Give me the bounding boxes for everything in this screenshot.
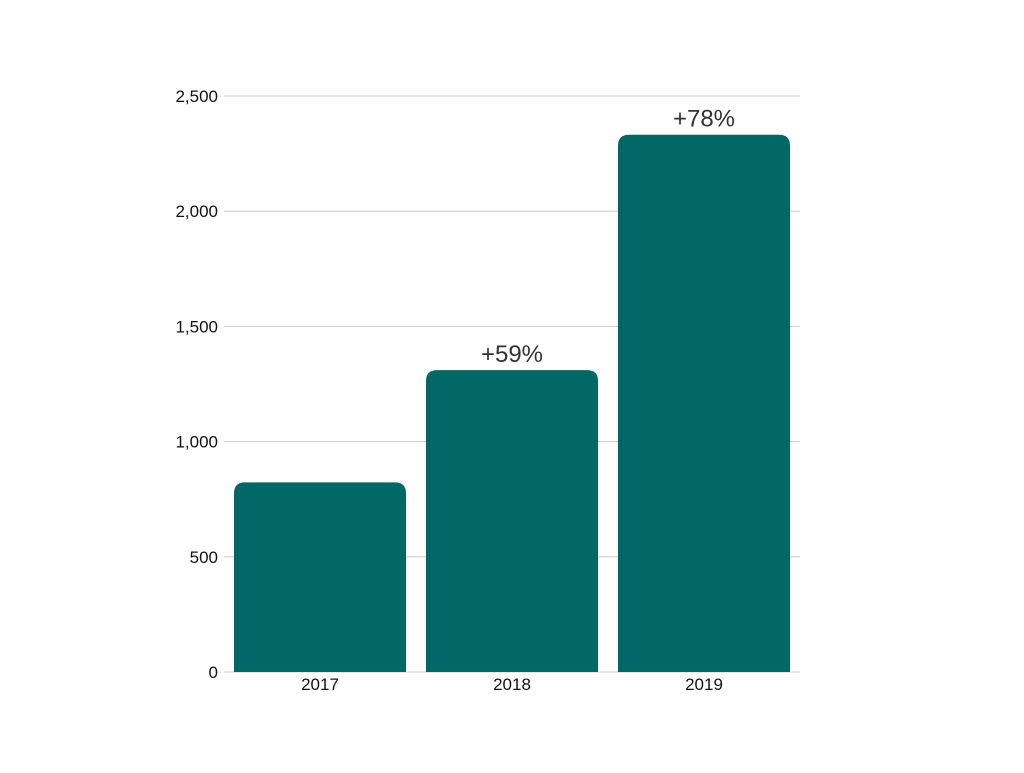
bar-2019 bbox=[618, 134, 790, 672]
bar-2017 bbox=[234, 482, 406, 672]
x-tick-label: 2018 bbox=[493, 675, 531, 694]
data-label: +78% bbox=[673, 106, 735, 133]
x-tick-label: 2017 bbox=[301, 675, 339, 694]
y-tick-label: 2,000 bbox=[175, 202, 218, 221]
x-tick-label: 2019 bbox=[685, 675, 723, 694]
data-labels: +59% +78% bbox=[481, 106, 735, 368]
y-tick-label: 1,500 bbox=[175, 317, 218, 336]
y-tick-label: 1,000 bbox=[175, 433, 218, 452]
bars bbox=[234, 134, 790, 672]
y-tick-label: 2,500 bbox=[175, 87, 218, 106]
data-label: +59% bbox=[481, 341, 543, 368]
axes: 0 500 1,000 1,500 2,000 2,500 2017 2018 2019 bbox=[175, 87, 722, 694]
bar-2018 bbox=[426, 370, 598, 672]
y-tick-label: 500 bbox=[190, 548, 218, 567]
y-tick-label: 0 bbox=[209, 663, 218, 682]
